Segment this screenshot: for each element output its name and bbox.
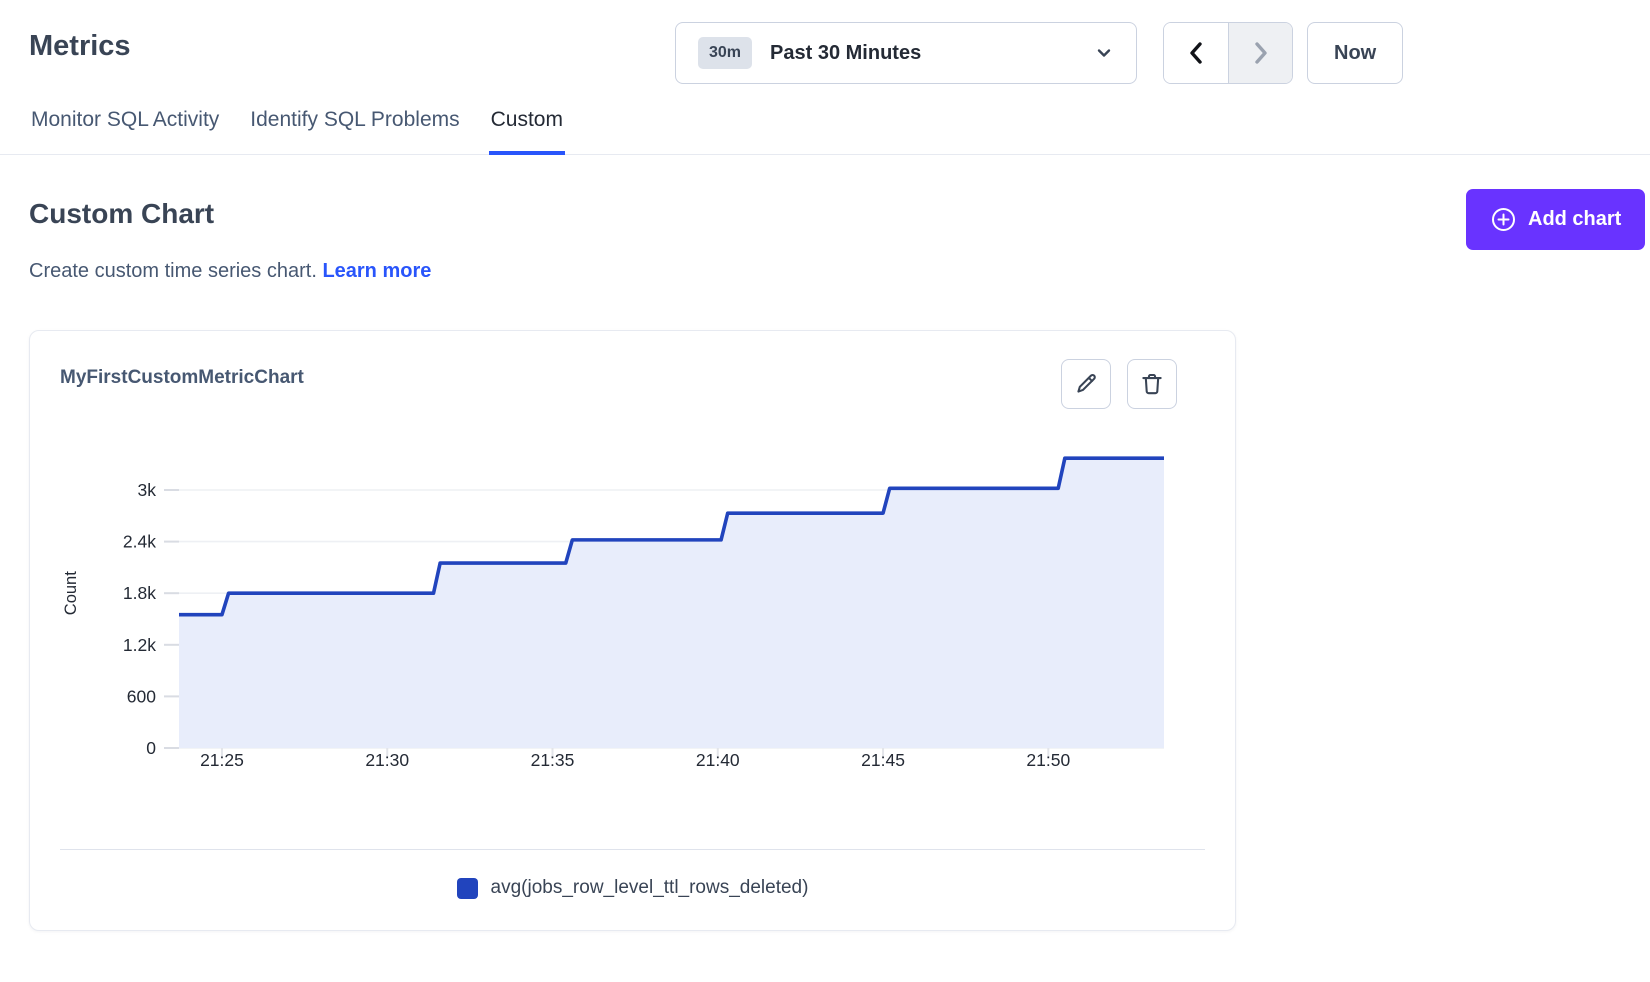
- chevron-right-icon: [1250, 40, 1272, 66]
- tab-bar: Monitor SQL Activity Identify SQL Proble…: [0, 100, 1650, 155]
- svg-text:21:25: 21:25: [200, 750, 244, 770]
- svg-text:21:45: 21:45: [861, 750, 905, 770]
- legend-swatch: [457, 878, 478, 899]
- chart-title: MyFirstCustomMetricChart: [60, 367, 304, 389]
- plus-circle-icon: [1490, 206, 1517, 233]
- time-range-badge: 30m: [698, 37, 752, 69]
- time-controls: 30m Past 30 Minutes Now: [675, 22, 1403, 84]
- svg-text:Count: Count: [62, 571, 80, 615]
- svg-text:21:50: 21:50: [1026, 750, 1070, 770]
- page-title: Metrics: [29, 30, 131, 63]
- section-description: Create custom time series chart. Learn m…: [29, 260, 431, 283]
- tab-custom[interactable]: Custom: [489, 100, 565, 155]
- svg-text:2.4k: 2.4k: [123, 532, 156, 552]
- time-range-label: Past 30 Minutes: [770, 42, 921, 65]
- svg-text:21:40: 21:40: [696, 750, 740, 770]
- card-divider: [60, 849, 1205, 850]
- section-description-text: Create custom time series chart.: [29, 260, 317, 282]
- time-range-picker[interactable]: 30m Past 30 Minutes: [675, 22, 1137, 84]
- svg-text:21:35: 21:35: [531, 750, 575, 770]
- svg-text:3k: 3k: [138, 480, 157, 500]
- svg-text:1.8k: 1.8k: [123, 583, 156, 603]
- now-button[interactable]: Now: [1307, 22, 1403, 84]
- time-forward-button[interactable]: [1228, 23, 1292, 83]
- pencil-icon: [1073, 371, 1099, 397]
- svg-text:600: 600: [127, 686, 156, 706]
- time-step-buttons: [1163, 22, 1293, 84]
- chevron-down-icon: [1094, 43, 1114, 63]
- tab-identify-sql-problems[interactable]: Identify SQL Problems: [248, 100, 461, 155]
- tab-monitor-sql-activity[interactable]: Monitor SQL Activity: [29, 100, 221, 155]
- custom-chart-card: MyFirstCustomMetricChart 0 600 1.2k 1.8k 2.4…: [29, 330, 1236, 931]
- delete-chart-button[interactable]: [1127, 359, 1177, 409]
- timeseries-chart[interactable]: 0 600 1.2k 1.8k 2.4k 3k Count 21:25 21:30 21:35 21…: [30, 451, 1237, 791]
- add-chart-button[interactable]: Add chart: [1466, 189, 1645, 250]
- section-title: Custom Chart: [29, 198, 214, 230]
- svg-text:1.2k: 1.2k: [123, 635, 156, 655]
- add-chart-label: Add chart: [1528, 208, 1621, 231]
- time-back-button[interactable]: [1164, 23, 1228, 83]
- learn-more-link[interactable]: Learn more: [322, 260, 431, 282]
- svg-text:0: 0: [146, 738, 156, 758]
- edit-chart-button[interactable]: [1061, 359, 1111, 409]
- metrics-page: Metrics 30m Past 30 Minutes Now Monitor: [0, 0, 1650, 982]
- chevron-left-icon: [1185, 40, 1207, 66]
- chart-legend-item[interactable]: avg(jobs_row_level_ttl_rows_deleted): [30, 877, 1235, 899]
- trash-icon: [1139, 371, 1165, 397]
- legend-label: avg(jobs_row_level_ttl_rows_deleted): [491, 877, 809, 899]
- chart-actions: [1061, 359, 1177, 409]
- svg-text:21:30: 21:30: [365, 750, 409, 770]
